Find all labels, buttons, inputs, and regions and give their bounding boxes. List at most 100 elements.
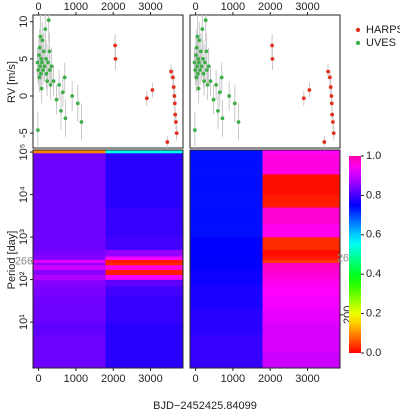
y-tick-label: 10⁴ (18, 186, 30, 203)
x-tick-label: 2000 (101, 373, 125, 385)
colorbar-tick-label: 0.6 (366, 229, 381, 241)
rv-point (200, 27, 205, 32)
rv-point (196, 56, 201, 61)
rv-point (192, 60, 197, 65)
rv-point (37, 75, 42, 80)
power-cell (32, 274, 106, 280)
rv-point (38, 71, 43, 76)
power-cell (105, 259, 184, 263)
power-cell (189, 194, 263, 208)
rv-point (203, 18, 208, 23)
power-cell (189, 207, 263, 225)
power-cell (262, 274, 341, 280)
power-cell (262, 249, 341, 257)
power-cell (262, 262, 341, 266)
x-tick-label: 1000 (221, 1, 245, 13)
rv-point (206, 64, 211, 69)
power-cell (105, 285, 184, 297)
power-cell (32, 207, 106, 225)
power-cell (105, 351, 184, 369)
power-cell (105, 279, 184, 287)
power-cell (105, 296, 184, 310)
x-tick-label: 0 (193, 373, 199, 385)
rv-point (45, 79, 50, 84)
rv-point (307, 88, 312, 92)
power-cell (32, 256, 106, 261)
rv-point (193, 68, 198, 72)
y-tick-label: 10⁵ (18, 144, 30, 161)
rv-point (169, 69, 173, 74)
y-tick-label: -5 (18, 128, 30, 138)
x-tick-label: 3000 (138, 373, 162, 385)
rv-point (194, 45, 199, 50)
colorbar-tick-label: 1.0 (366, 150, 381, 162)
rv-point (329, 94, 334, 98)
legend-swatch (355, 27, 361, 33)
power-cell (32, 309, 106, 323)
power-cell (189, 269, 263, 275)
panel-frame (32, 149, 184, 369)
power-cell (105, 194, 184, 208)
rv-point (46, 18, 51, 23)
power-cell (189, 152, 263, 175)
power-cell (105, 174, 184, 195)
rv-point (328, 75, 332, 80)
rv-point (75, 101, 80, 106)
power-cell (189, 249, 263, 257)
rv-point (41, 68, 45, 72)
rv-point (331, 131, 336, 136)
power-cell (105, 264, 184, 270)
y-tick-label: 10² (18, 271, 30, 287)
power-cell (105, 256, 184, 261)
rv-point (44, 56, 48, 61)
power-cell (32, 351, 106, 369)
power-cell (32, 259, 106, 263)
rv-point (70, 94, 75, 98)
power-cell (32, 334, 106, 352)
x-tick-label: 2000 (101, 1, 125, 13)
power-cell (32, 285, 106, 297)
power-cell (262, 264, 341, 270)
power-cell (189, 259, 263, 263)
power-cell (262, 351, 341, 369)
rv-point (219, 75, 224, 80)
power-cell (262, 236, 341, 251)
rv-point (195, 64, 199, 69)
rv-point (204, 68, 209, 72)
rv-point (208, 79, 213, 84)
power-cell (262, 174, 341, 195)
x-tick-label: 1000 (221, 373, 245, 385)
rv-point (44, 71, 49, 76)
power-cell (262, 269, 341, 275)
rv-point (113, 56, 118, 61)
power-cell (189, 309, 263, 323)
power-cell (189, 334, 263, 352)
legend-label: UVES (366, 37, 396, 49)
y-tick-label: 0 (18, 93, 30, 99)
x-axis-title: BJD−2452425.84099 (153, 400, 257, 412)
x-tick-label: 1000 (64, 1, 88, 13)
power-cell (32, 152, 106, 175)
x-tick-label: 3000 (138, 1, 162, 13)
rv-point (150, 88, 155, 92)
rv-point (79, 120, 84, 124)
rv-point (211, 97, 216, 102)
power-cell (32, 194, 106, 208)
power-cell (32, 296, 106, 310)
power-cell (105, 224, 184, 238)
power-cell (105, 321, 184, 336)
rv-point (220, 116, 225, 121)
power-cell (105, 207, 184, 225)
power-cell (189, 264, 263, 270)
power-cell (189, 296, 263, 310)
rv-point (48, 82, 53, 87)
rv-point (172, 94, 177, 98)
power-cell (262, 279, 341, 287)
rv-point (38, 34, 43, 39)
x-tick-label: 3000 (295, 373, 319, 385)
power-cell (262, 224, 341, 238)
y-tick-label: 10³ (18, 229, 30, 245)
power-cell (262, 285, 341, 297)
rv-point (35, 60, 40, 65)
power-cell (32, 269, 106, 275)
